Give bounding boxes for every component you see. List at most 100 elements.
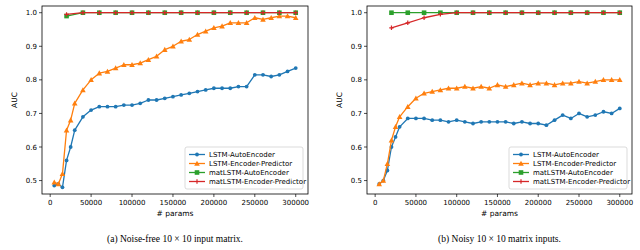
series-marker — [569, 117, 573, 121]
series-marker — [405, 10, 410, 15]
x-tick-label: 200000 — [525, 199, 552, 207]
legend-label: matLSTM-AutoEncoder — [533, 169, 613, 177]
series-line — [54, 68, 295, 187]
caption: (a) Noise-free 10 × 10 input matrix. — [107, 234, 243, 245]
x-tick-label: 250000 — [566, 199, 593, 207]
series-marker — [561, 113, 565, 117]
plot-data — [376, 10, 622, 186]
x-tick — [619, 194, 620, 197]
x-tick-label: 300000 — [282, 199, 309, 207]
x-tick-label: 0 — [373, 199, 377, 207]
series-marker — [389, 137, 395, 142]
series-marker — [203, 28, 209, 33]
series-marker — [414, 117, 418, 121]
x-tick — [254, 194, 255, 197]
series-marker — [129, 62, 135, 67]
series-marker — [294, 11, 298, 15]
series-marker — [146, 11, 150, 15]
series-marker — [155, 98, 159, 102]
legend-marker — [194, 161, 200, 166]
series-marker — [113, 11, 117, 15]
series-marker — [96, 70, 102, 75]
series-marker — [618, 106, 622, 110]
y-tick-label: 1.0 — [351, 9, 362, 17]
y-tick — [39, 46, 42, 47]
series-marker — [253, 73, 257, 77]
series-marker — [393, 124, 399, 129]
series-marker — [406, 21, 410, 25]
series-marker — [81, 11, 85, 15]
series-marker — [68, 117, 74, 122]
series-marker — [385, 161, 391, 166]
series-marker — [80, 87, 86, 92]
series-line — [379, 80, 620, 184]
series-marker — [503, 10, 508, 15]
series-marker — [114, 105, 118, 109]
series-marker — [446, 85, 452, 90]
series-marker — [520, 120, 524, 124]
series-marker — [236, 20, 242, 25]
x-tick — [295, 194, 296, 197]
series-marker — [179, 10, 184, 15]
series-marker — [122, 103, 126, 107]
x-tick — [538, 194, 539, 197]
series-marker — [585, 10, 590, 15]
series-marker — [106, 105, 110, 109]
series-marker — [81, 10, 86, 15]
series-marker — [511, 82, 517, 87]
series-marker — [394, 135, 398, 139]
series-marker — [72, 101, 78, 106]
series-marker — [137, 60, 143, 65]
y-tick — [39, 79, 42, 80]
x-tick-label: 50000 — [405, 199, 427, 207]
legend: LSTM-AutoEncoderLSTM-Encoder-Predictorma… — [185, 147, 306, 189]
plot-frame — [42, 6, 308, 194]
y-axis-label: AUC — [335, 92, 344, 108]
series-marker — [585, 115, 589, 119]
series-marker — [277, 10, 282, 15]
series-marker — [61, 185, 65, 189]
series-marker — [601, 11, 605, 15]
y-tick — [364, 79, 367, 80]
series-marker — [89, 108, 93, 112]
x-tick-label: 300000 — [606, 199, 633, 207]
x-tick — [213, 194, 214, 197]
series-marker — [568, 80, 574, 85]
series-marker — [51, 179, 57, 184]
series-marker — [163, 96, 167, 100]
y-tick — [364, 46, 367, 47]
series-marker — [504, 120, 508, 124]
series-marker — [81, 115, 85, 119]
series-marker — [471, 10, 476, 15]
series-marker — [471, 122, 475, 126]
series-marker — [179, 11, 183, 15]
series-marker — [220, 86, 224, 90]
x-tick-label: 50000 — [80, 199, 102, 207]
series-marker — [56, 181, 62, 186]
x-tick — [415, 194, 416, 197]
figure: 0500001000001500002000002500003000000.50… — [0, 0, 640, 250]
y-tick — [39, 12, 42, 13]
series-marker — [496, 120, 500, 124]
series-marker — [610, 112, 614, 116]
x-tick-label: 0 — [48, 199, 52, 207]
series-marker — [479, 120, 483, 124]
x-tick-label: 100000 — [119, 199, 146, 207]
series-marker — [381, 178, 387, 183]
series-marker — [430, 118, 434, 122]
series-marker — [56, 182, 60, 186]
x-tick-label: 200000 — [201, 199, 228, 207]
legend-marker — [195, 153, 199, 157]
series-marker — [593, 113, 597, 117]
series-line — [379, 108, 620, 184]
series-marker — [293, 10, 298, 15]
plot-data — [51, 10, 298, 189]
y-tick — [364, 147, 367, 148]
legend-marker — [519, 153, 523, 157]
legend-label: matLSTM-Encoder-Predictor — [533, 178, 630, 186]
series-marker — [245, 85, 249, 89]
series-marker — [617, 77, 623, 82]
y-tick-label: 0.5 — [26, 177, 37, 185]
series-marker — [553, 118, 557, 122]
series-marker — [162, 10, 167, 15]
